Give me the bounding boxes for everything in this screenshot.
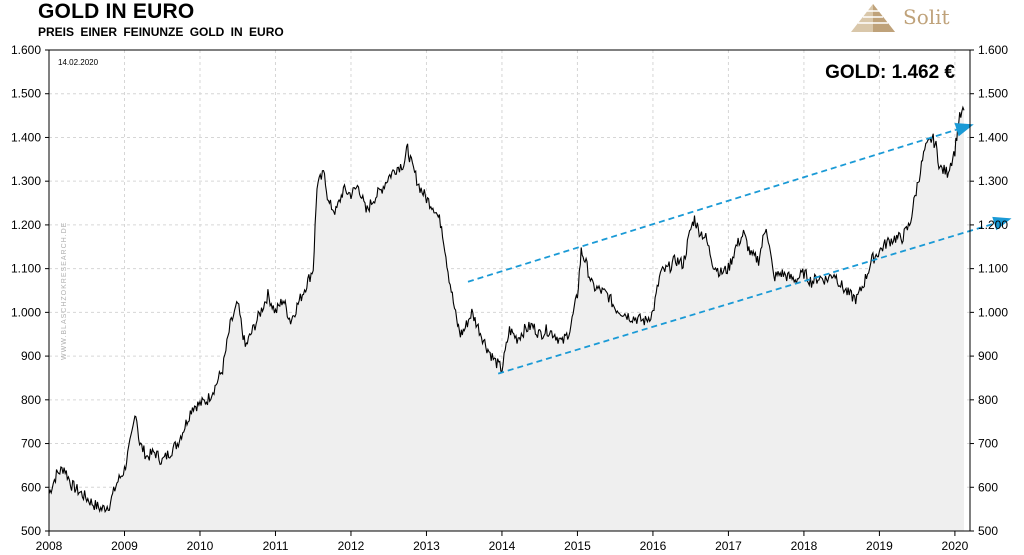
y-tick-label-left: 600 [21,480,41,494]
y-tick-label-left: 1.100 [11,262,41,276]
date-stamp: 14.02.2020 [58,58,99,67]
x-tick-label: 2013 [413,539,440,553]
x-tick-label: 2014 [489,539,516,553]
y-tick-label-left: 700 [21,437,41,451]
x-tick-label: 2017 [715,539,742,553]
x-tick-label: 2011 [263,539,289,553]
y-tick-label-right: 500 [978,524,998,538]
y-tick-label-left: 1.400 [11,130,41,144]
y-tick-label-right: 1.400 [978,130,1008,144]
trend-arrowhead [992,216,1012,231]
trend-line [497,221,1000,375]
y-tick-label-right: 700 [978,437,998,451]
trend-line [467,127,963,283]
x-tick-label: 2008 [36,539,63,553]
y-tick-label-right: 1.500 [978,87,1008,101]
watermark: WWW.BLASCHZOKRESEARCH.DE [61,222,68,360]
y-tick-label-left: 1.000 [11,305,41,319]
y-tick-label-left: 900 [21,349,41,363]
y-tick-label-right: 900 [978,349,998,363]
plot-frame [48,49,971,532]
x-tick-label: 2016 [640,539,667,553]
x-tick-label: 2018 [791,539,818,553]
y-tick-label-right: 1.600 [978,43,1008,57]
trend-lines [467,123,1012,375]
x-tick-label: 2010 [187,539,214,553]
y-tick-label-left: 500 [21,524,41,538]
x-tick-label: 2015 [564,539,591,553]
chart-title: GOLD IN EURO [38,0,195,23]
brand-name: Solit [903,5,950,29]
y-tick-label-right: 1.200 [978,218,1008,232]
x-tick-label: 2012 [338,539,365,553]
x-tick-label: 2019 [866,539,893,553]
gold-price-annotation: GOLD: 1.462 € [825,62,955,83]
chart-subtitle: PREIS EINER FEINUNZE GOLD IN EURO [38,25,284,39]
pyramid-icon [851,4,895,32]
price-area [49,107,964,532]
y-tick-label-right: 800 [978,393,998,407]
trend-arrowhead [954,123,974,137]
y-tick-label-left: 1.600 [11,43,41,57]
price-line [48,105,965,514]
y-tick-label-right: 600 [978,480,998,494]
y-tick-label-right: 1.100 [978,262,1008,276]
y-tick-label-left: 1.300 [11,174,41,188]
y-tick-label-left: 1.500 [11,87,41,101]
x-tick-label: 2020 [942,539,969,553]
solit-logo: Solit [845,2,975,36]
axes: 500 500 600 600 700 700 800 800 900 900 1.000 1.000… [11,43,1008,553]
y-tick-label-left: 800 [21,393,41,407]
x-tick-label: 2009 [111,539,138,553]
y-tick-label-right: 1.000 [978,305,1008,319]
y-tick-label-right: 1.300 [978,174,1008,188]
y-tick-label-left: 1.200 [11,218,41,232]
